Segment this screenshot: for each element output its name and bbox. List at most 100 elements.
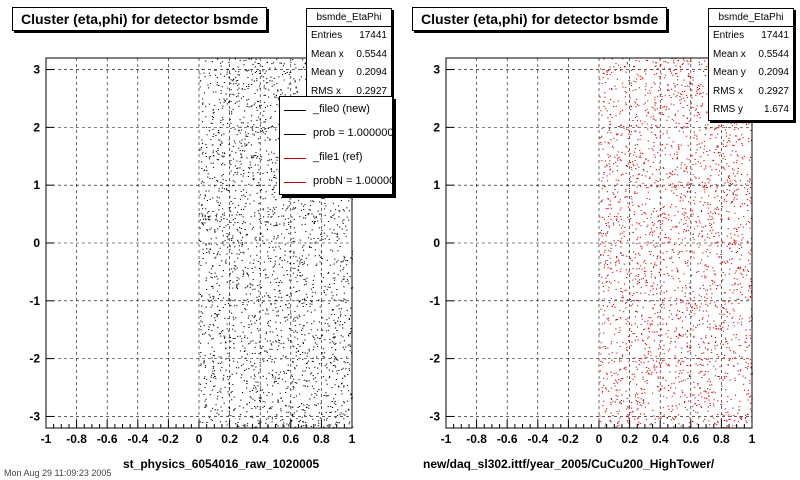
data-point — [334, 336, 336, 338]
data-point — [210, 162, 212, 164]
data-point — [306, 362, 308, 364]
data-point — [280, 358, 282, 360]
data-point — [230, 222, 232, 223]
data-point — [230, 127, 232, 129]
data-point — [202, 258, 204, 259]
data-point — [336, 359, 338, 361]
data-point — [263, 269, 265, 271]
data-point — [245, 135, 247, 137]
data-point — [234, 299, 236, 301]
data-point — [749, 382, 751, 384]
data-point — [691, 107, 693, 109]
data-point — [316, 329, 319, 331]
x-tick-label: 0.8 — [313, 432, 330, 446]
data-point — [675, 371, 677, 373]
data-point — [735, 162, 737, 164]
data-point — [313, 388, 315, 390]
data-point — [620, 124, 622, 126]
data-point — [748, 181, 751, 183]
data-point — [602, 177, 604, 179]
data-point — [690, 103, 692, 105]
data-point — [700, 156, 702, 158]
data-point — [227, 238, 229, 240]
data-point — [303, 195, 305, 197]
data-point — [616, 389, 618, 391]
data-point — [616, 270, 618, 272]
data-point — [618, 262, 620, 264]
data-point — [662, 133, 664, 135]
data-point — [651, 234, 653, 236]
data-point — [217, 131, 220, 133]
data-point — [230, 164, 232, 165]
data-point — [245, 242, 247, 244]
data-point — [203, 362, 205, 364]
data-point — [740, 224, 742, 226]
data-point — [332, 370, 334, 372]
data-point — [338, 422, 340, 424]
data-point — [241, 122, 243, 124]
data-point — [243, 173, 245, 175]
data-point — [689, 313, 691, 315]
data-point — [701, 142, 703, 144]
data-point — [614, 216, 616, 218]
data-point — [640, 361, 642, 363]
data-point — [666, 130, 668, 132]
data-point — [295, 291, 297, 293]
data-point — [339, 265, 342, 267]
data-point — [739, 138, 741, 140]
data-point — [307, 360, 310, 362]
data-point — [638, 268, 640, 270]
data-point — [225, 185, 227, 186]
data-point — [297, 269, 299, 271]
data-point — [660, 261, 662, 263]
data-point — [205, 156, 207, 157]
data-point — [240, 214, 242, 216]
data-point — [726, 425, 728, 427]
data-point — [649, 232, 651, 233]
data-point — [664, 237, 666, 238]
data-point — [625, 190, 627, 192]
data-point — [618, 157, 620, 158]
data-point — [337, 359, 339, 361]
data-point — [750, 285, 752, 287]
data-point — [750, 278, 752, 280]
data-point — [684, 357, 686, 358]
data-point — [331, 341, 333, 343]
data-point — [689, 251, 691, 253]
data-point — [661, 229, 663, 231]
x-tick-label: -0.8 — [66, 432, 87, 446]
data-point — [682, 231, 685, 233]
data-point — [621, 152, 623, 154]
data-point — [708, 395, 710, 397]
data-point — [299, 79, 301, 81]
data-point — [221, 366, 223, 368]
data-point — [731, 339, 733, 341]
data-point — [630, 109, 632, 111]
data-point — [214, 319, 217, 321]
data-point — [207, 176, 209, 178]
data-point — [258, 311, 261, 313]
data-point — [289, 72, 291, 74]
data-point — [204, 376, 206, 378]
data-point — [216, 82, 218, 84]
data-point — [619, 66, 622, 68]
data-point — [681, 239, 684, 241]
data-point — [728, 414, 730, 416]
data-point — [688, 422, 691, 424]
data-point — [206, 134, 208, 136]
data-point — [293, 201, 295, 203]
data-point — [350, 331, 352, 333]
data-point — [627, 216, 629, 218]
data-point — [715, 191, 717, 193]
data-point — [227, 223, 229, 225]
data-point — [731, 303, 733, 305]
data-point — [216, 158, 218, 160]
data-point — [242, 304, 244, 305]
data-point — [303, 404, 305, 406]
data-point — [634, 160, 636, 161]
data-point — [330, 362, 332, 364]
data-point — [220, 141, 223, 143]
legend-line — [284, 158, 306, 159]
data-point — [635, 155, 638, 157]
data-point — [228, 139, 230, 141]
